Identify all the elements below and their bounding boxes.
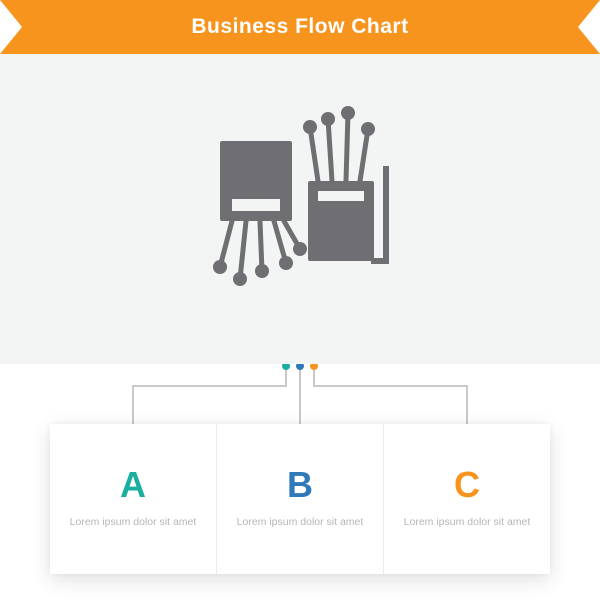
step-a: A Lorem ipsum dolor sit amet	[50, 424, 217, 574]
header-notch-right	[578, 0, 600, 54]
header-banner: Business Flow Chart	[0, 0, 600, 54]
step-desc: Lorem ipsum dolor sit amet	[237, 515, 364, 530]
step-desc: Lorem ipsum dolor sit amet	[404, 515, 531, 530]
page-title: Business Flow Chart	[191, 15, 408, 39]
step-letter: B	[237, 467, 364, 503]
step-c: C Lorem ipsum dolor sit amet	[384, 424, 550, 574]
steps-panel: A Lorem ipsum dolor sit amet B Lorem ips…	[50, 424, 550, 574]
step-b: B Lorem ipsum dolor sit amet	[217, 424, 384, 574]
digital-circuit-icon	[190, 99, 410, 319]
icon-panel	[0, 54, 600, 364]
step-letter: C	[404, 467, 531, 503]
header-notch-left	[0, 0, 22, 54]
step-letter: A	[70, 467, 197, 503]
step-desc: Lorem ipsum dolor sit amet	[70, 515, 197, 530]
